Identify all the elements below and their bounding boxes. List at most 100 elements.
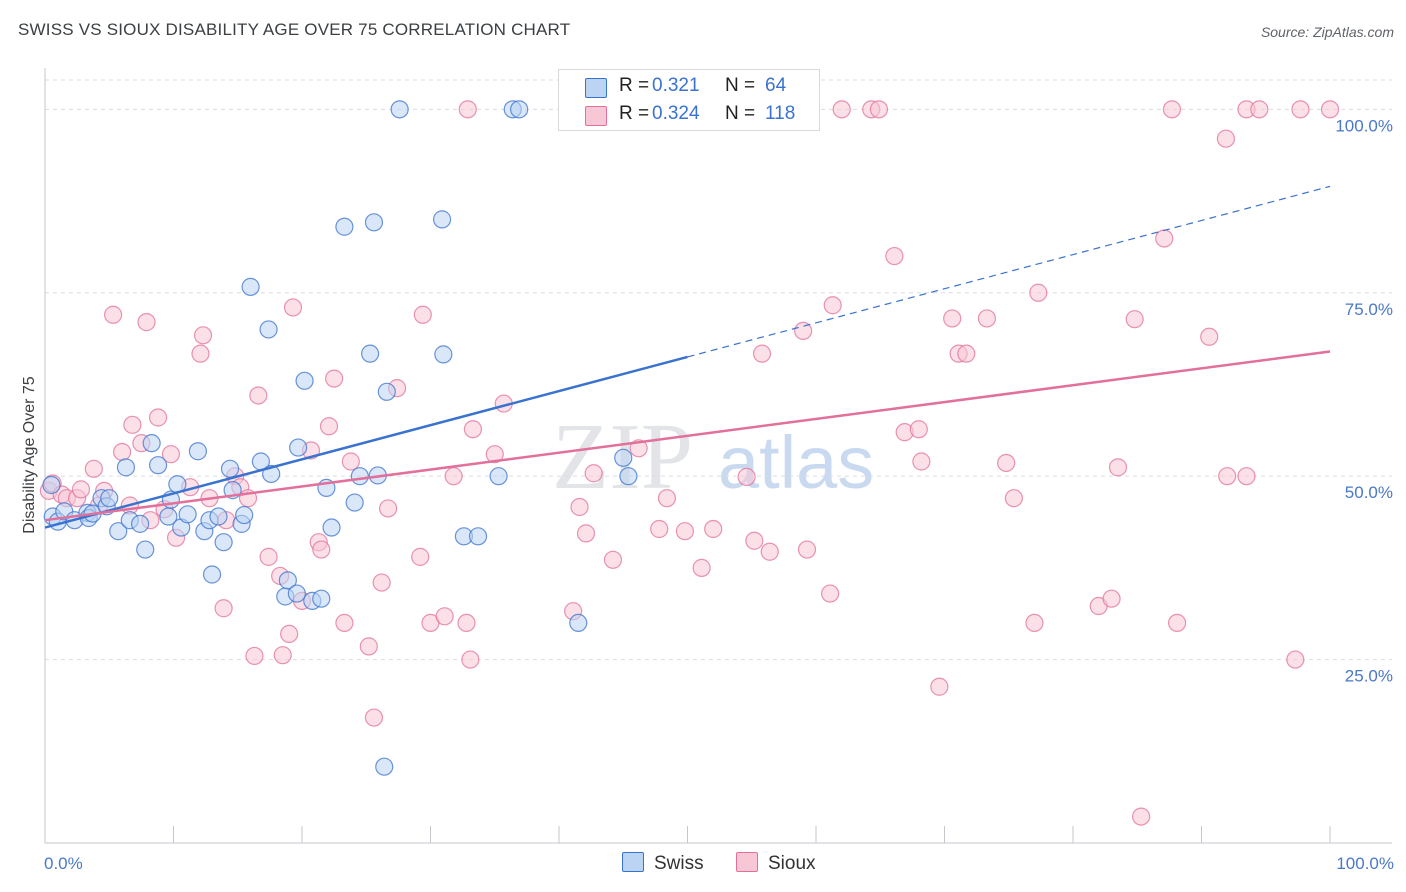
swiss-point <box>432 210 452 229</box>
sioux-point <box>997 453 1016 473</box>
r-label: R = <box>619 75 650 96</box>
sioux-point <box>104 305 123 324</box>
x-tick-label-max: 100.0% <box>1336 854 1394 873</box>
swiss-point <box>148 456 168 475</box>
swiss-point <box>312 589 331 608</box>
sioux-point <box>71 480 91 499</box>
legend-item-sioux[interactable]: Sioux <box>736 852 816 876</box>
r-label: R = <box>619 103 650 124</box>
sioux-point <box>193 326 213 345</box>
sioux-point <box>312 540 331 559</box>
swiss-point <box>295 371 314 390</box>
sioux-point <box>372 573 391 592</box>
chart-title: SWISS VS SIOUX DISABILITY AGE OVER 75 CO… <box>18 20 571 39</box>
n-value-sioux: 118 <box>765 103 796 124</box>
swiss-point <box>116 458 136 477</box>
sioux-point <box>821 584 840 603</box>
y-tick-label: 50.0% <box>1345 483 1393 502</box>
sioux-point <box>885 246 904 266</box>
swiss-point <box>361 344 380 363</box>
swiss-point <box>614 448 633 467</box>
x-tick-label-min: 0.0% <box>44 854 83 873</box>
sioux-point <box>341 452 360 471</box>
sioux-point <box>191 344 210 363</box>
swiss-point <box>109 522 128 541</box>
y-tick-labels: 25.0% 50.0% 75.0% 100.0% <box>1335 116 1393 685</box>
axes <box>44 68 1392 844</box>
sioux-point <box>760 542 779 561</box>
sioux-point <box>325 369 344 388</box>
sioux-point <box>650 519 669 539</box>
n-label: N = <box>725 103 756 124</box>
sioux-point <box>912 452 931 471</box>
sioux-point <box>259 547 278 566</box>
sioux-point <box>1216 129 1236 148</box>
sioux-point <box>378 499 398 518</box>
sioux-point <box>909 420 928 439</box>
swiss-point <box>569 613 588 633</box>
sioux-point <box>273 646 292 665</box>
swiss-point <box>489 467 508 486</box>
sioux-point <box>335 613 354 633</box>
swiss-point <box>241 277 260 296</box>
trend-lines <box>44 185 1331 529</box>
sioux-point <box>1320 100 1340 119</box>
sioux-point <box>364 708 384 727</box>
sioux-point <box>411 547 430 566</box>
y-tick-label: 25.0% <box>1345 667 1393 686</box>
swiss-point <box>345 493 364 512</box>
sioux-point <box>692 558 711 577</box>
swiss-point <box>42 475 61 495</box>
swiss-point <box>100 489 119 508</box>
sioux-trend-line <box>44 350 1331 522</box>
swiss-point <box>178 505 197 524</box>
legend-label-swiss: Swiss <box>654 853 704 874</box>
correlation-legend: R = 0.321 N = 64 R = 0.324 N = 118 <box>558 69 820 131</box>
swiss-point <box>322 518 341 537</box>
swiss-point <box>287 584 306 603</box>
n-label: N = <box>725 75 756 96</box>
sioux-point <box>458 100 477 119</box>
sioux-point <box>752 344 772 363</box>
y-tick-label: 75.0% <box>1345 300 1393 319</box>
sioux-point <box>943 309 962 328</box>
swiss-point <box>434 345 453 364</box>
sioux-point <box>1029 283 1048 302</box>
legend-row-swiss: R = 0.321 N = 64 <box>559 72 819 102</box>
sioux-point <box>1237 467 1256 486</box>
sioux-point <box>461 650 480 669</box>
swiss-point <box>142 434 161 453</box>
chart-source: Source: ZipAtlas.com <box>1260 24 1394 40</box>
series-swiss-points <box>42 100 638 776</box>
sioux-point <box>657 489 677 508</box>
sioux-point <box>249 386 268 405</box>
swiss-point <box>468 527 488 546</box>
swiss-point <box>289 438 308 457</box>
sioux-point <box>463 420 483 439</box>
legend-label-sioux: Sioux <box>768 853 816 874</box>
swiss-point <box>335 217 354 236</box>
swiss-trend-projection <box>687 185 1331 358</box>
sioux-point <box>1004 489 1023 508</box>
swiss-point <box>510 100 529 119</box>
sioux-point <box>1291 100 1310 119</box>
sioux-point <box>161 445 181 464</box>
swiss-point <box>375 757 394 776</box>
sioux-point <box>148 408 168 427</box>
n-value-swiss: 64 <box>765 75 787 96</box>
sioux-point <box>280 624 299 644</box>
swiss-swatch <box>585 78 607 98</box>
sioux-point <box>1108 458 1128 477</box>
swiss-point <box>220 459 240 478</box>
sioux-point <box>603 550 623 569</box>
sioux-point <box>930 677 949 696</box>
sioux-point <box>444 467 463 486</box>
swiss-point <box>136 540 155 559</box>
swiss-point <box>390 100 409 119</box>
legend-row-sioux: R = 0.324 N = 118 <box>559 100 819 130</box>
sioux-point <box>745 531 764 550</box>
swiss-point <box>235 505 254 525</box>
legend-item-swiss[interactable]: Swiss <box>622 852 704 876</box>
sioux-point <box>797 540 817 559</box>
swiss-point <box>259 320 278 339</box>
